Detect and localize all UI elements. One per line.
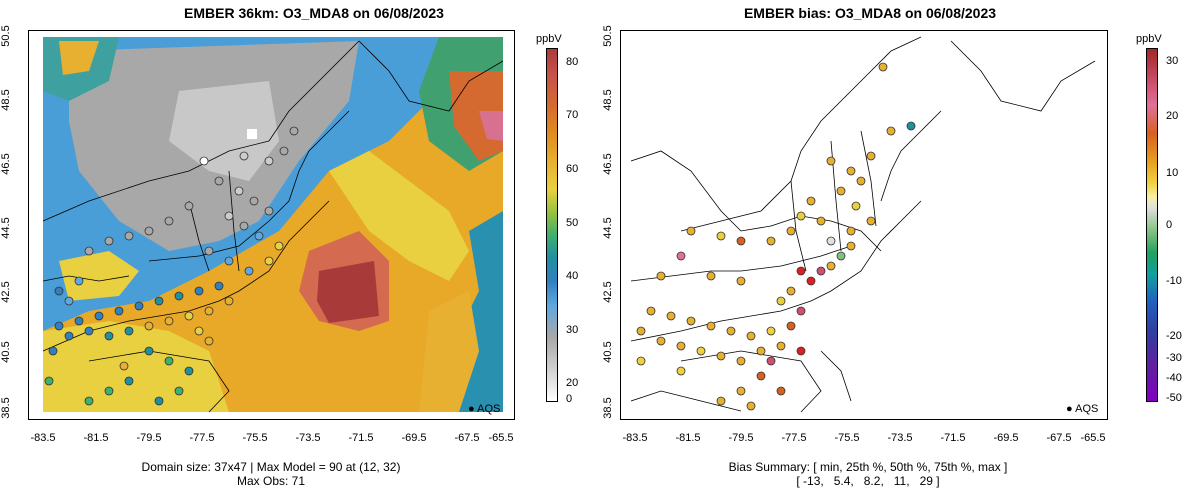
left-colorbar [546, 48, 558, 402]
right-colorbar-unit: ppbV [1136, 33, 1162, 45]
right-colorbar-label: 30 [1166, 55, 1179, 67]
right-x-tick: -79.5 [728, 432, 754, 444]
left-footer-line2: Max Obs: 71 [236, 474, 306, 488]
right-legend-label: AQS [1075, 403, 1099, 415]
left-x-tick: -71.5 [348, 432, 374, 444]
left-legend-label: AQS [477, 403, 501, 415]
left-x-tick: -79.5 [136, 432, 162, 444]
right-x-tick: -81.5 [675, 432, 701, 444]
right-colorbar-label: -40 [1166, 372, 1182, 384]
left-x-tick: -83.5 [30, 432, 56, 444]
right-colorbar [1146, 48, 1158, 402]
right-colorbar-label: -20 [1166, 330, 1182, 342]
right-x-tick: -71.5 [940, 432, 966, 444]
right-colorbar-label: -10 [1166, 275, 1182, 287]
left-y-tick: 38.5 [0, 397, 12, 419]
legend-dot-icon: ● [1066, 403, 1073, 415]
right-footer-line1: Bias Summary: [ min, 25th %, 50th %, 75t… [728, 460, 1008, 474]
left-y-tick: 48.5 [0, 89, 12, 111]
right-x-tick: -65.5 [1080, 432, 1106, 444]
left-map-title: EMBER 36km: O3_MDA8 on 06/08/2023 [184, 5, 444, 21]
right-x-tick: -75.5 [834, 432, 860, 444]
right-y-tick: 38.5 [602, 397, 614, 419]
left-colorbar-unit: ppbV [536, 33, 562, 45]
right-colorbar-label: -30 [1166, 352, 1182, 364]
left-x-tick: -81.5 [83, 432, 109, 444]
left-colorbar-label: 20 [566, 377, 579, 389]
right-legend: ● AQS [1066, 403, 1098, 415]
right-x-tick: -77.5 [781, 432, 807, 444]
left-x-tick: -73.5 [295, 432, 321, 444]
legend-dot-icon: ● [468, 403, 475, 415]
left-y-tick: 50.5 [0, 25, 12, 47]
left-colorbar-label: 60 [566, 163, 579, 175]
right-x-tick: -67.5 [1046, 432, 1072, 444]
left-x-tick: -65.5 [488, 432, 514, 444]
right-y-tick: 42.5 [602, 281, 614, 303]
right-x-tick: -69.5 [993, 432, 1019, 444]
right-x-tick: -83.5 [622, 432, 648, 444]
right-colorbar-label: 0 [1166, 219, 1173, 231]
left-x-tick: -69.5 [401, 432, 427, 444]
left-colorbar-label: 70 [566, 109, 579, 121]
left-colorbar-label: 0 [566, 393, 573, 405]
left-map-frame [28, 30, 515, 420]
right-colorbar-label: -50 [1166, 392, 1182, 404]
right-x-tick: -73.5 [887, 432, 913, 444]
right-colorbar-label: 10 [1166, 167, 1179, 179]
right-y-tick: 50.5 [602, 25, 614, 47]
right-y-tick: 40.5 [602, 341, 614, 363]
right-y-tick: 44.5 [602, 217, 614, 239]
left-x-tick: -67.5 [454, 432, 480, 444]
left-y-tick: 46.5 [0, 153, 12, 175]
left-footer-line1: Domain size: 37x47 | Max Model = 90 at (… [141, 460, 401, 474]
right-map-frame [620, 30, 1108, 420]
left-y-tick: 40.5 [0, 341, 12, 363]
right-footer-line2: [ -13, 5.4, 8.2, 11, 29 ] [796, 474, 940, 488]
left-colorbar-label: 40 [566, 270, 579, 282]
right-colorbar-label: 20 [1166, 110, 1179, 122]
right-map-title: EMBER bias: O3_MDA8 on 06/08/2023 [743, 5, 997, 21]
left-colorbar-label: 30 [566, 324, 579, 336]
right-bias-map [630, 36, 1096, 413]
left-colorbar-label: 50 [566, 217, 579, 229]
left-footer: Domain size: 37x47 | Max Model = 90 at (… [36, 460, 506, 488]
right-y-tick: 46.5 [602, 153, 614, 175]
left-ozone-map [42, 37, 504, 413]
right-footer: Bias Summary: [ min, 25th %, 50th %, 75t… [633, 460, 1103, 488]
left-y-tick: 44.5 [0, 217, 12, 239]
right-y-tick: 48.5 [602, 89, 614, 111]
left-colorbar-label: 80 [566, 56, 579, 68]
left-legend: ● AQS [468, 403, 500, 415]
left-x-tick: -77.5 [189, 432, 215, 444]
left-y-tick: 42.5 [0, 281, 12, 303]
left-x-tick: -75.5 [242, 432, 268, 444]
